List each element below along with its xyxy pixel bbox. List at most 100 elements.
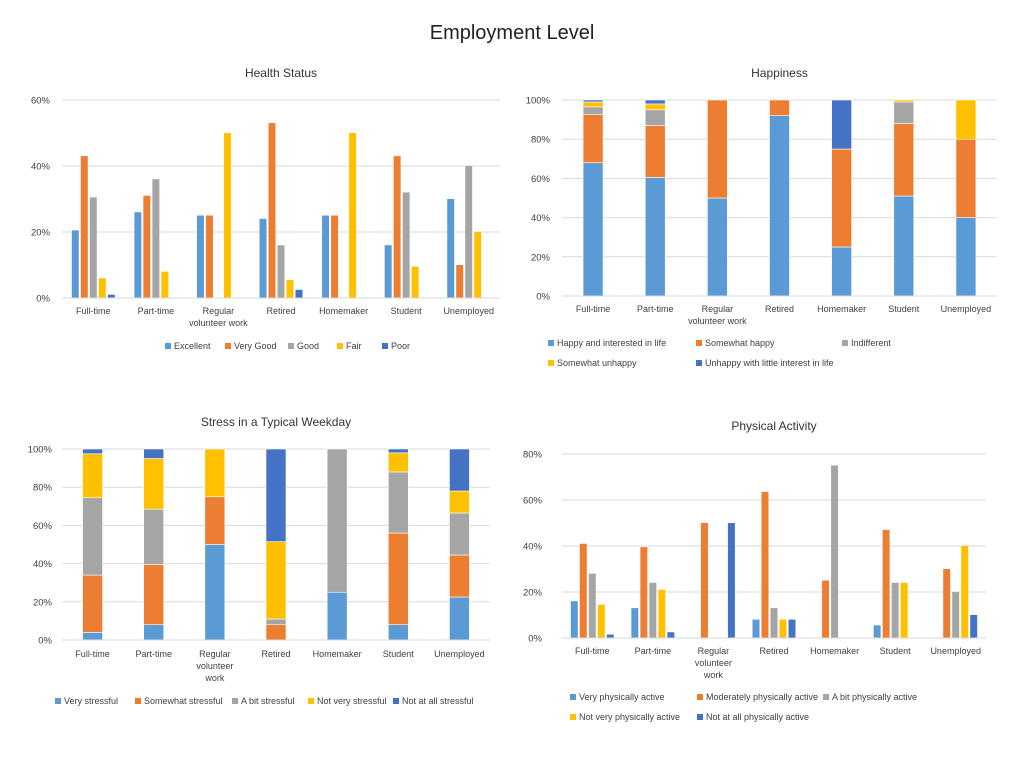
- category-label: Retired: [266, 306, 295, 316]
- category-label: Regular volunteer work: [189, 306, 248, 328]
- y-tick-label: 40%: [523, 542, 543, 553]
- stress-chart: Stress in a Typical Weekday 0% 20% 40% 60% 80…: [28, 415, 490, 706]
- y-tick-label: 20%: [33, 597, 53, 608]
- bar-excellent: [134, 212, 142, 298]
- chart-title: Physical Activity: [731, 419, 816, 433]
- legend-swatch-not-very-stressful: [308, 698, 314, 704]
- bar-somewhat-happy: [769, 99, 790, 116]
- legend-label-not-very-stressful: Not very stressful: [317, 696, 387, 706]
- bar-fair: [161, 271, 169, 298]
- bar-good: [152, 179, 160, 298]
- legend-swatch-moderately-physically-active: [697, 694, 703, 700]
- bar-not-very-stressful: [204, 448, 226, 498]
- y-tick-label: 0%: [36, 294, 50, 305]
- bar-very-good: [268, 123, 276, 298]
- legend-swatch-poor: [382, 343, 388, 349]
- bar-not-very-stressful: [82, 453, 103, 499]
- legend-swatch-very-stressful: [55, 698, 61, 704]
- bar-somewhat-stressful: [265, 624, 287, 641]
- bar-happy-and-interested-in-life: [893, 195, 915, 297]
- legend-label-somewhat-happy: Somewhat happy: [705, 338, 775, 348]
- bar-very-stressful: [387, 624, 409, 641]
- bar-moderately-physically-active: [640, 547, 648, 638]
- bar-moderately-physically-active: [579, 543, 587, 638]
- category-label: Student: [391, 306, 423, 316]
- category-label: Homemaker: [817, 304, 866, 314]
- category-label: Part-time: [138, 306, 175, 316]
- bar-excellent: [447, 199, 455, 298]
- physical-activity-chart: Physical Activity 0% 20% 40% 60% 80% Full-time…: [523, 419, 986, 722]
- y-tick-label: 60%: [531, 174, 551, 185]
- bar-a-bit-stressful: [82, 497, 103, 576]
- category-label: Retired: [765, 304, 794, 314]
- y-tick-label: 40%: [33, 559, 53, 570]
- bar-a-bit-physically-active: [649, 582, 657, 638]
- bar-very-stressful: [449, 596, 470, 641]
- bar-somewhat-unhappy: [955, 99, 977, 140]
- y-tick-label: 80%: [523, 450, 543, 461]
- y-tick-label: 20%: [523, 588, 543, 599]
- bar-excellent: [322, 215, 330, 298]
- bar-excellent: [196, 215, 204, 298]
- legend-swatch-somewhat-happy: [696, 340, 702, 346]
- bar-somewhat-happy: [707, 99, 728, 199]
- bar-not-at-all-physically-active: [788, 619, 796, 638]
- bar-very-stressful: [326, 591, 348, 641]
- legend-swatch-not-at-all-physically-active: [697, 714, 703, 720]
- legend-swatch-unhappy-with-little-interest-in-life: [696, 360, 702, 366]
- category-label: Regular volunteer work: [695, 646, 732, 680]
- bar-not-at-all-physically-active: [727, 523, 735, 638]
- legend-swatch-very-physically-active: [570, 694, 576, 700]
- bar-somewhat-happy: [831, 148, 852, 248]
- bar-very-stressful: [204, 544, 226, 641]
- y-tick-label: 80%: [33, 483, 53, 494]
- category-label: Student: [383, 649, 415, 659]
- bar-not-very-stressful: [449, 490, 470, 514]
- bar-not-very-physically-active: [597, 604, 605, 638]
- chart-title: Stress in a Typical Weekday: [201, 415, 351, 429]
- y-tick-label: 80%: [531, 135, 551, 146]
- bar-happy-and-interested-in-life: [644, 177, 666, 297]
- bar-a-bit-stressful: [326, 448, 348, 593]
- category-label: Regular volunteer work: [196, 649, 233, 683]
- bar-a-bit-stressful: [387, 471, 409, 534]
- legend-label-moderately-physically-active: Moderately physically active: [706, 692, 818, 702]
- bar-very-good: [393, 156, 401, 298]
- bar-somewhat-stressful: [449, 554, 470, 598]
- category-label: Part-time: [637, 304, 674, 314]
- legend-label-a-bit-physically-active: A bit physically active: [832, 692, 917, 702]
- bar-happy-and-interested-in-life: [707, 197, 728, 297]
- category-label: Unemployed: [941, 304, 992, 314]
- bar-not-very-stressful: [387, 452, 409, 473]
- bar-indifferent: [644, 109, 666, 126]
- y-tick-label: 20%: [31, 228, 51, 239]
- category-label: Unemployed: [930, 646, 981, 656]
- bar-somewhat-happy: [955, 138, 977, 218]
- legend-label-excellent: Excellent: [174, 341, 211, 351]
- bar-not-at-all-stressful: [265, 448, 287, 542]
- category-label: Retired: [759, 646, 788, 656]
- legend-swatch-somewhat-stressful: [135, 698, 141, 704]
- bar-indifferent: [582, 106, 604, 116]
- category-label: Part-time: [635, 646, 672, 656]
- category-label: Unemployed: [443, 306, 494, 316]
- y-tick-label: 60%: [523, 496, 543, 507]
- category-label: Full-time: [75, 649, 110, 659]
- category-label: Student: [880, 646, 912, 656]
- y-tick-label: 20%: [531, 252, 551, 263]
- bar-very-physically-active: [631, 608, 639, 638]
- chart-title: Health Status: [245, 66, 317, 80]
- y-tick-label: 100%: [526, 96, 551, 107]
- bar-very-stressful: [143, 624, 165, 641]
- bar-unhappy-with-little-interest-in-life: [582, 99, 604, 103]
- bar-somewhat-unhappy: [644, 103, 666, 111]
- y-tick-label: 60%: [31, 96, 51, 107]
- bar-moderately-physically-active: [761, 491, 769, 638]
- bar-good: [89, 197, 97, 298]
- legend-label-somewhat-unhappy: Somewhat unhappy: [557, 358, 637, 368]
- bar-happy-and-interested-in-life: [831, 246, 852, 297]
- bar-somewhat-stressful: [204, 496, 226, 545]
- bar-not-very-physically-active: [779, 619, 787, 638]
- bar-happy-and-interested-in-life: [582, 162, 604, 297]
- bar-a-bit-stressful: [449, 512, 470, 556]
